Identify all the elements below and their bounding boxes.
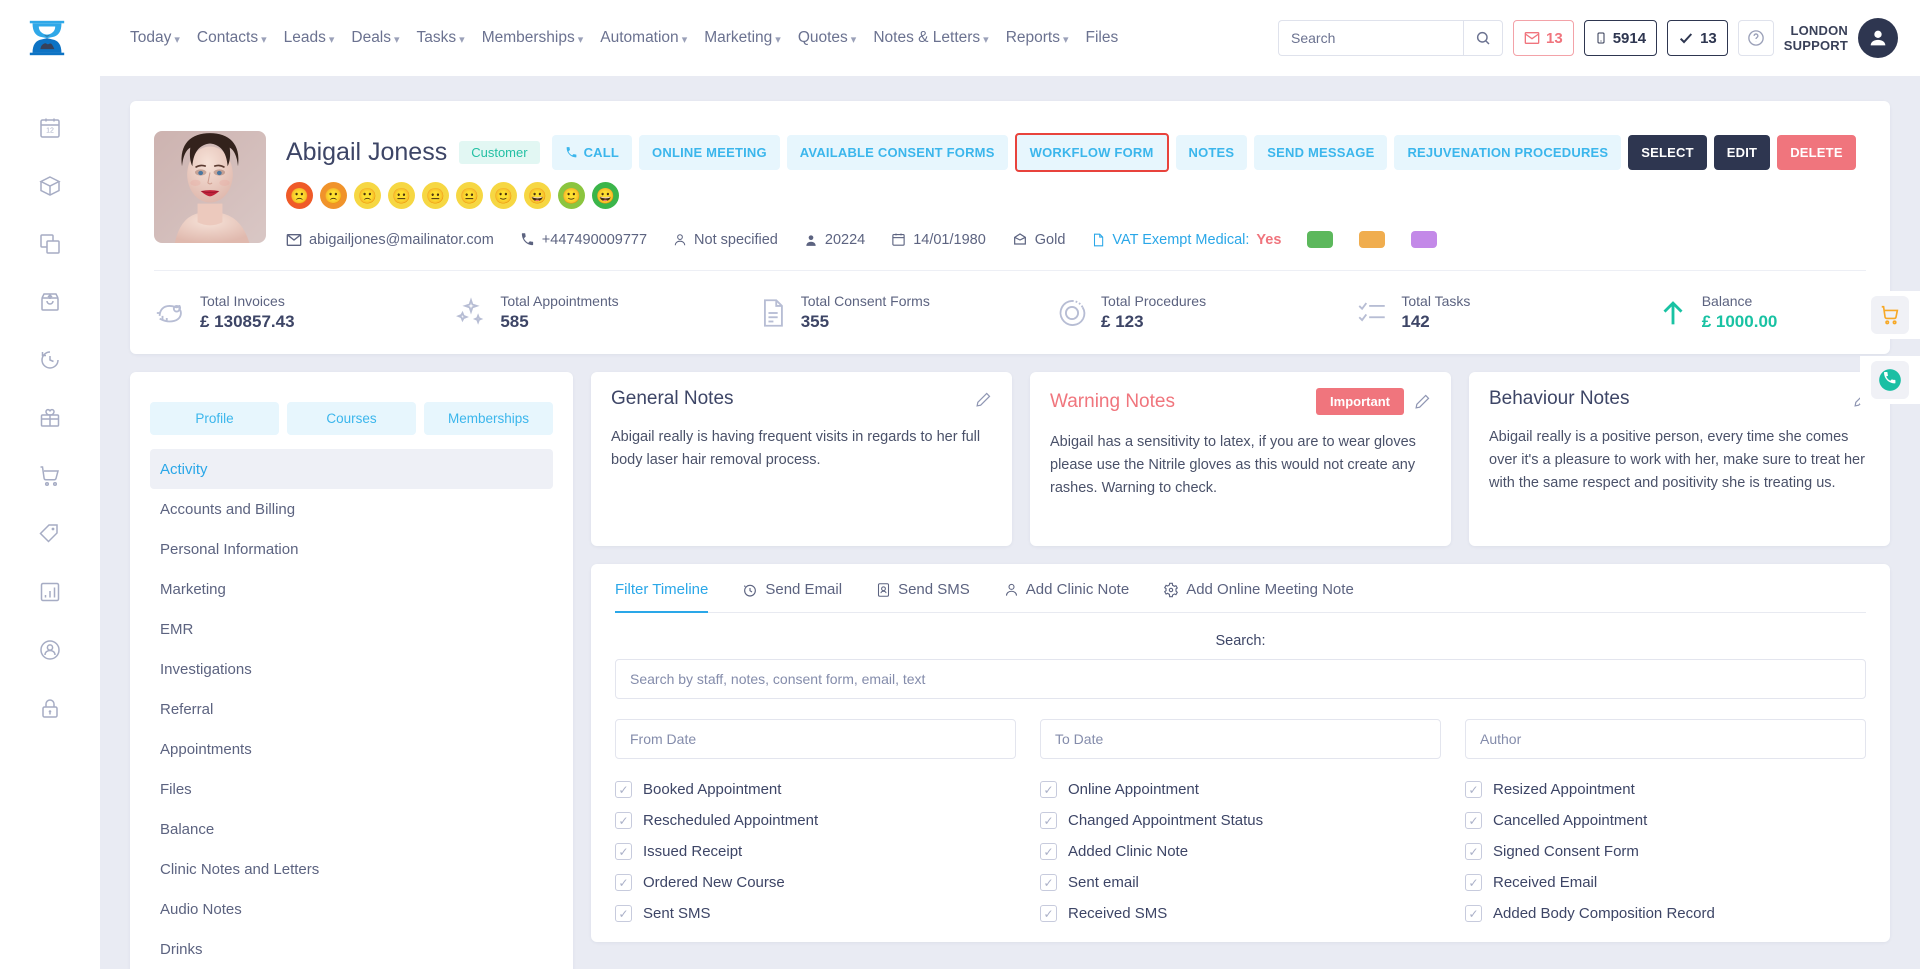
svg-text:12: 12: [46, 128, 54, 135]
